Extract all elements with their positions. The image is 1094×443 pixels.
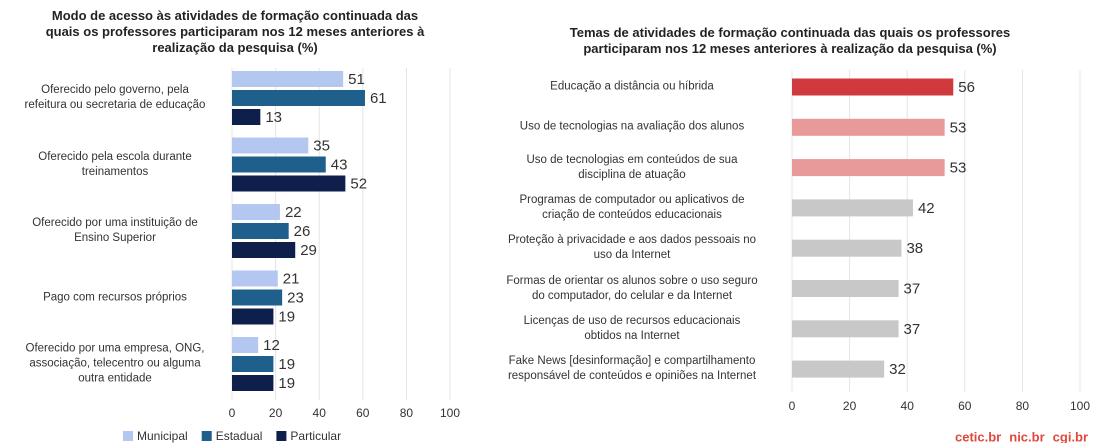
- x-tick-label: 60: [356, 406, 370, 420]
- bar: [792, 320, 899, 338]
- bar: [232, 90, 365, 106]
- value-label: 22: [285, 204, 302, 221]
- bar: [232, 308, 274, 325]
- logo: nic.br: [1009, 429, 1044, 443]
- category-label: Licenças de uso de recursos educacionais…: [523, 314, 741, 342]
- category-label: Oferecido pela escola durante treinament…: [38, 150, 192, 178]
- value-label: 42: [918, 200, 935, 217]
- chart-title: Temas de atividades de formação continua…: [569, 25, 1011, 56]
- bar: [232, 109, 261, 125]
- legend-swatch: [276, 431, 287, 441]
- category-label: Formas de orientar os alunos sobre o uso…: [506, 274, 758, 302]
- chart-title: Modo de acesso às atividades de formação…: [45, 8, 425, 55]
- bar: [232, 356, 274, 372]
- category-label: Oferecido pelo governo, pela refeitura o…: [24, 84, 206, 111]
- x-tick-label: 100: [1070, 399, 1090, 413]
- category-label: Proteção à privacidade e aos dados pesso…: [507, 234, 757, 262]
- value-label: 38: [906, 240, 923, 257]
- value-label: 52: [350, 175, 367, 192]
- category-label: Fake News [desinformação] e compartilham…: [507, 355, 757, 383]
- x-tick-label: 60: [958, 399, 972, 413]
- bar: [232, 289, 283, 306]
- bar: [232, 270, 278, 287]
- legend-swatch: [201, 431, 212, 441]
- bar: [232, 204, 280, 220]
- x-tick-label: 0: [229, 406, 236, 420]
- logo: cgi.br: [1053, 429, 1088, 443]
- x-tick-label: 80: [1016, 399, 1030, 413]
- bar: [792, 360, 885, 378]
- legend-label: Estadual: [216, 429, 263, 443]
- logo: cetic.br: [955, 429, 1001, 443]
- bar: [232, 223, 289, 239]
- legend-swatch: [123, 431, 133, 441]
- category-label: Uso de tecnologias na avaliação dos alun…: [519, 120, 745, 133]
- bar: [232, 337, 259, 353]
- bar: [792, 78, 954, 96]
- value-label: 56: [958, 79, 975, 96]
- bar: [792, 199, 913, 217]
- legend-label: Particular: [290, 429, 341, 443]
- value-label: 61: [370, 90, 387, 107]
- value-label: 19: [278, 308, 295, 325]
- x-tick-label: 40: [313, 406, 327, 420]
- x-tick-label: 0: [789, 399, 796, 413]
- category-label: Oferecido por uma instituição de Ensino …: [32, 217, 198, 244]
- value-label: 37: [904, 321, 921, 338]
- bar: [232, 71, 344, 87]
- value-label: 43: [331, 156, 348, 173]
- category-label: Educação a distância ou híbrida: [550, 80, 714, 93]
- category-label: Programas de computador ou aplicativos d…: [519, 193, 745, 221]
- x-tick-label: 80: [400, 406, 414, 420]
- bar: [232, 137, 309, 154]
- bar: [232, 375, 274, 391]
- value-label: 32: [889, 361, 906, 378]
- legend-label: Municipal: [137, 429, 188, 443]
- bar: [792, 239, 902, 257]
- x-tick-label: 100: [440, 406, 460, 420]
- value-label: 23: [287, 289, 304, 306]
- value-label: 37: [904, 280, 921, 297]
- x-tick-label: 20: [269, 406, 283, 420]
- value-label: 53: [950, 160, 967, 177]
- value-label: 19: [278, 356, 295, 373]
- bar: [792, 159, 945, 177]
- category-label: Uso de tecnologias em conteúdos de sua d…: [526, 153, 738, 181]
- bar: [792, 280, 899, 297]
- bar: [232, 175, 346, 192]
- x-tick-label: 40: [901, 399, 915, 413]
- value-label: 21: [283, 270, 300, 287]
- value-label: 26: [294, 223, 311, 240]
- value-label: 51: [348, 71, 365, 88]
- bar: [232, 242, 296, 258]
- value-label: 53: [950, 119, 967, 136]
- value-label: 29: [300, 242, 317, 259]
- value-label: 13: [265, 109, 282, 126]
- x-tick-label: 20: [843, 399, 857, 413]
- value-label: 35: [313, 137, 330, 154]
- value-label: 19: [278, 375, 295, 392]
- category-label: Pago com recursos próprios: [43, 291, 187, 303]
- bar: [792, 118, 945, 136]
- bar: [232, 156, 326, 173]
- category-label: Oferecido por uma empresa, ONG, associaç…: [25, 342, 205, 385]
- value-label: 12: [263, 337, 280, 354]
